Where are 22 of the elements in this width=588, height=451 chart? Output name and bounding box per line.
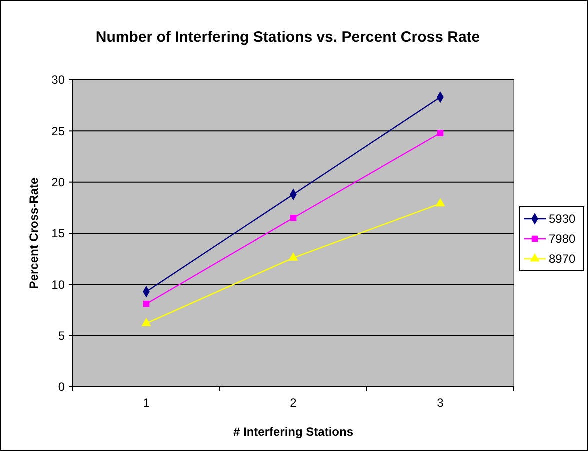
point: [288, 252, 298, 261]
y-tick-label: 15: [52, 226, 66, 241]
y-tick-label: 0: [58, 380, 66, 394]
point: [143, 300, 150, 308]
y-tick-label: 30: [52, 73, 66, 88]
y-tick-label: 20: [52, 176, 66, 190]
point: [290, 214, 297, 222]
point: [437, 130, 444, 136]
legend-label: 5930: [549, 212, 576, 226]
legend-label: 7980: [549, 232, 576, 246]
x-axis-title: # Interfering Stations: [233, 425, 354, 439]
y-tick-label: 25: [52, 124, 66, 138]
legend-label: 8970: [549, 252, 576, 266]
x-tick-label: 2: [290, 396, 298, 410]
point: [142, 318, 152, 326]
x-tick-label: 3: [437, 396, 444, 410]
point: [436, 198, 446, 207]
x-tick-label: 1: [143, 396, 150, 410]
y-tick-label: 10: [52, 278, 66, 292]
chart-title: Number of Interfering Stations vs. Percent Cross Rate: [96, 29, 480, 46]
y-tick-label: 5: [58, 329, 66, 344]
y-axis-title: Percent Cross-Rate: [27, 177, 41, 290]
